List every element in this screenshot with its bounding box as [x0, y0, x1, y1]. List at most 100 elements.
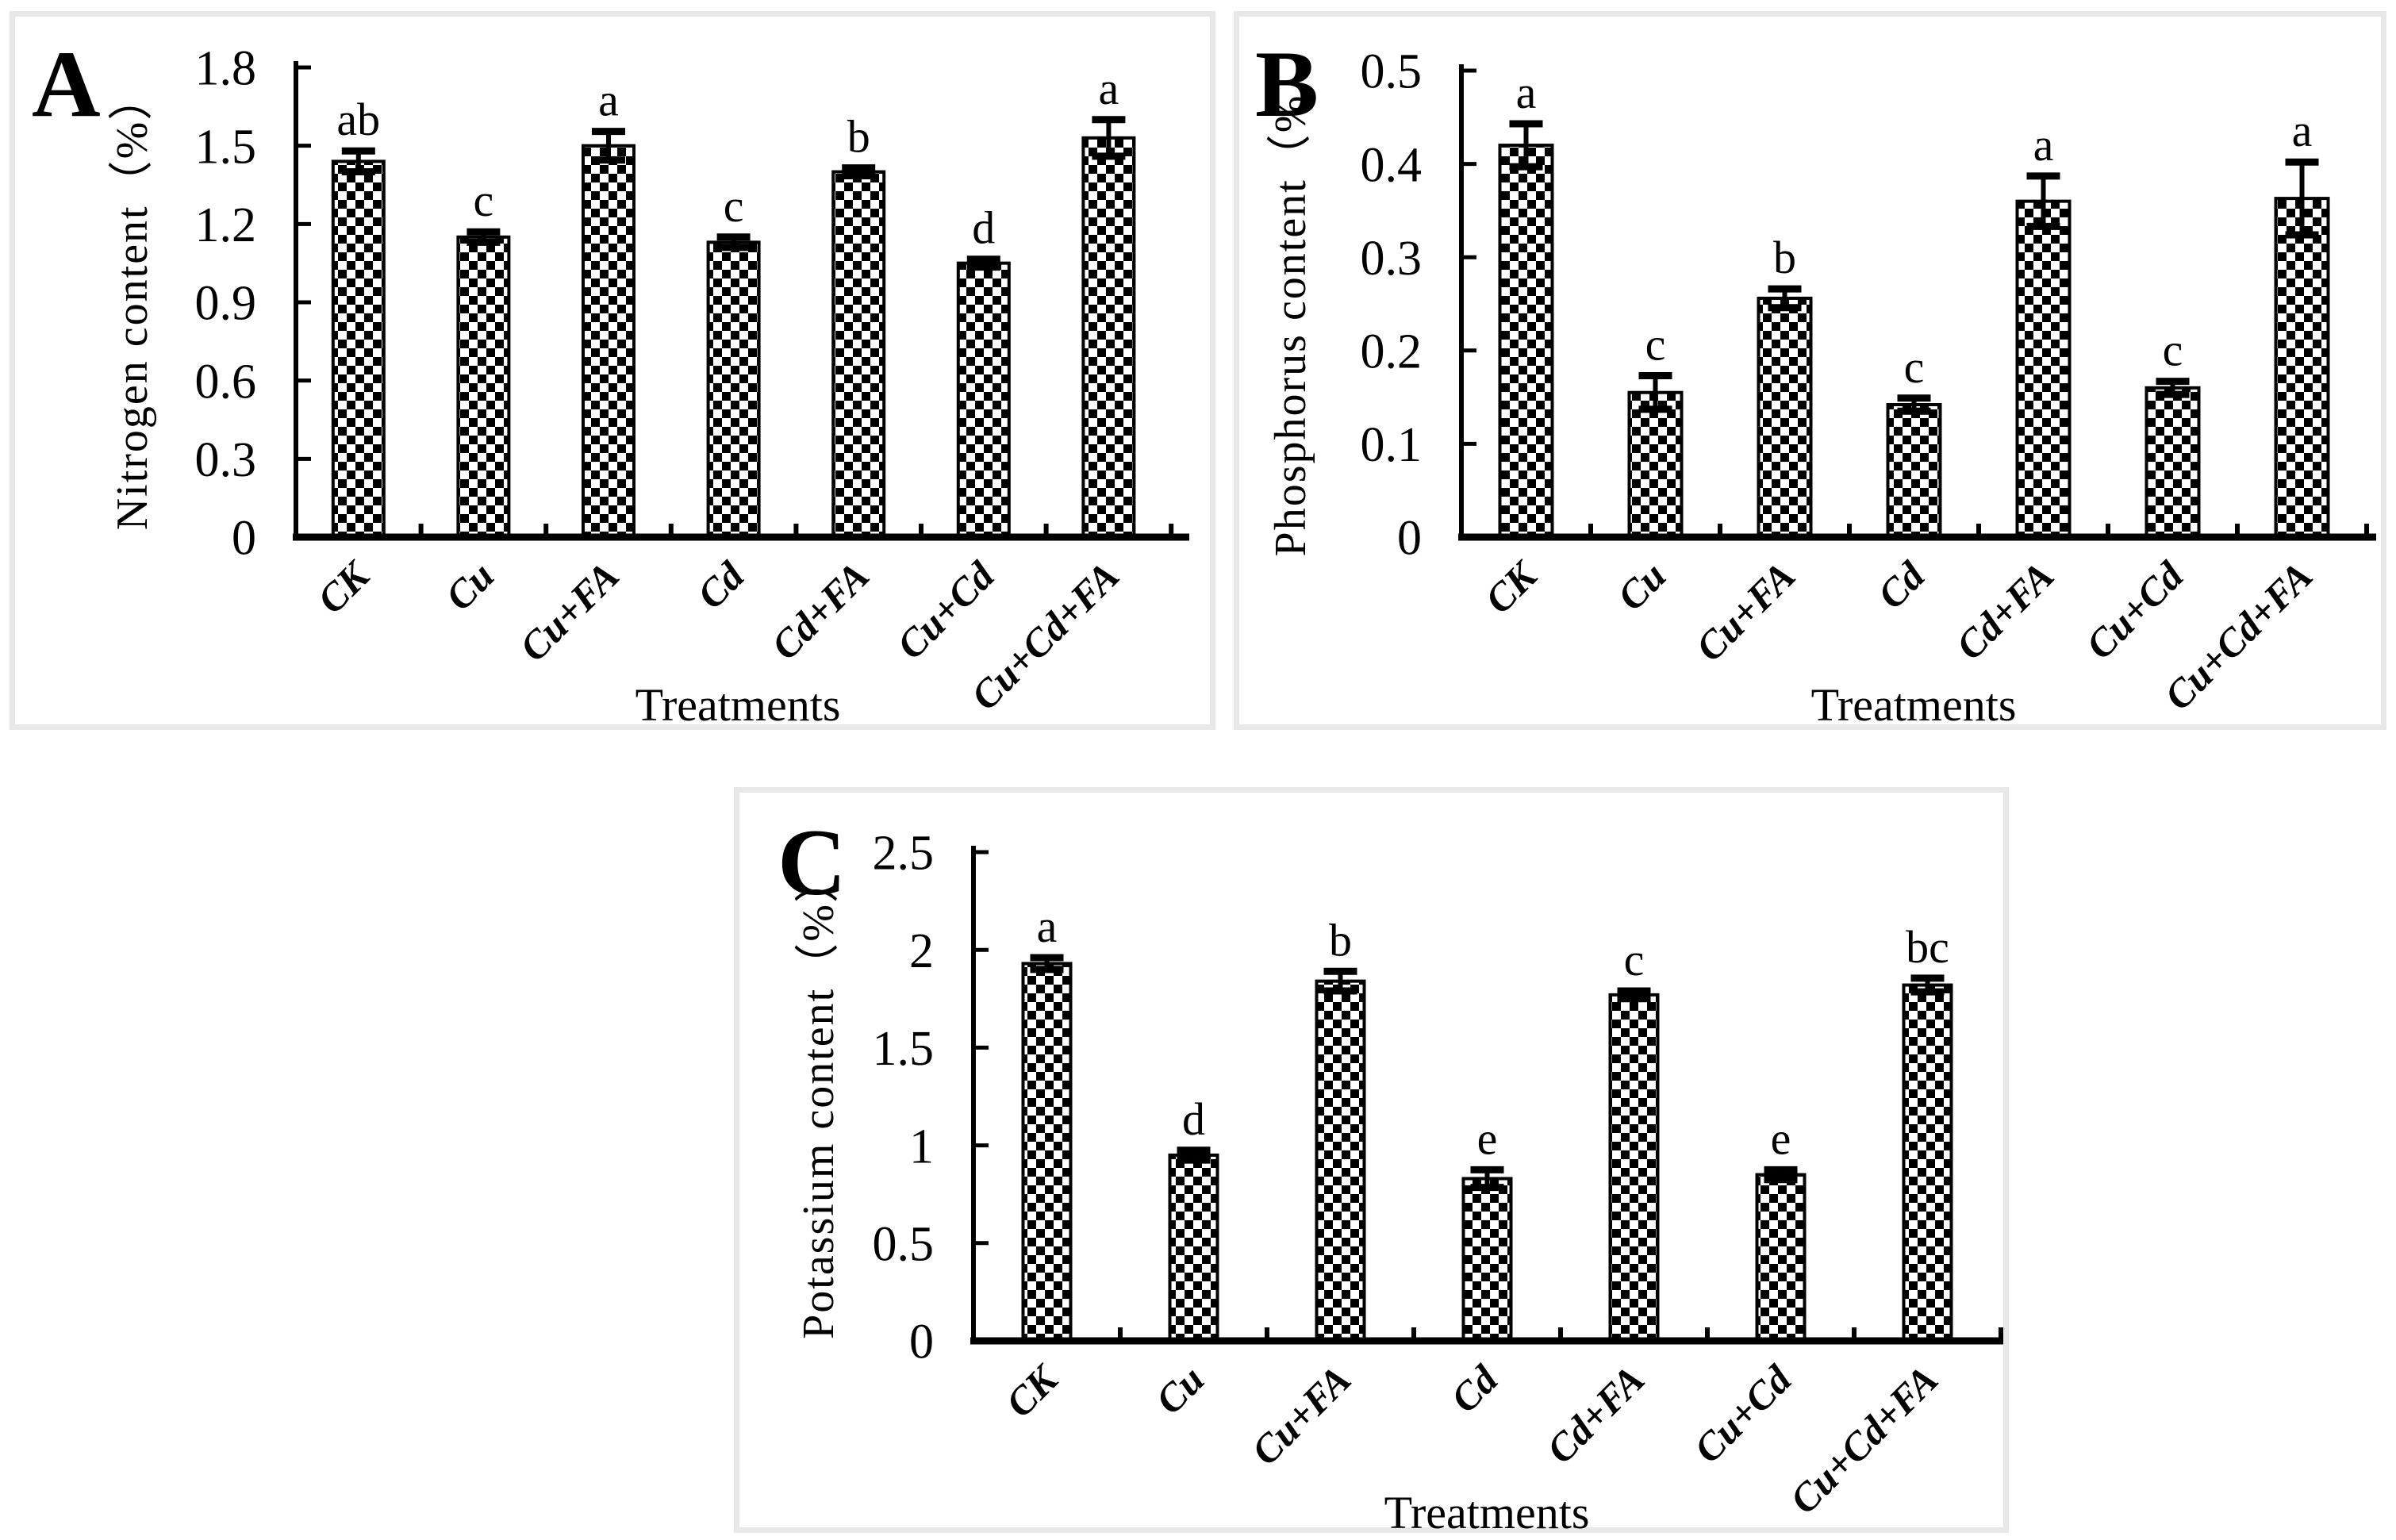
error-bar-Cu+Cd+FA [1910, 974, 1945, 996]
error-bar-Cu [1638, 372, 1672, 413]
panel-letter-b: B [1255, 31, 1319, 136]
nitrogen-bar-chart: abCKcCuaCu+FAcCdbCd+FAdCu+CdaCu+Cd+FA00.… [195, 42, 1189, 719]
sig-letter-Cu+Cd+FA: a [1099, 63, 1119, 114]
sig-letter-Cd: e [1477, 1112, 1498, 1164]
bar-CK [331, 159, 386, 539]
bar-Cu+Cd [1755, 1173, 1807, 1342]
y-tick-label-0.5: 0.5 [873, 1218, 935, 1272]
y-tick-label-0: 0 [909, 1315, 934, 1369]
error-bar-Cd+FA [842, 164, 876, 179]
bar-Cd+FA [1608, 993, 1660, 1342]
y-tick-label-0: 0 [1397, 512, 1422, 566]
y-tick-label-2.5: 2.5 [873, 827, 935, 881]
error-bar-Cd+FA [1617, 987, 1651, 1003]
x-tick-label-Cu+FA: Cu+FA [1687, 553, 1803, 670]
x-tick-label-Cu+Cd: Cu+Cd [888, 552, 1003, 667]
y-tick-label-1: 1 [909, 1119, 934, 1173]
x-tick-label-Cd+FA: Cd+FA [1538, 1357, 1653, 1472]
x-tick-label-Cu+Cd: Cu+Cd [1685, 1356, 1800, 1471]
bar-Cu [1627, 390, 1684, 539]
sig-letter-Cu+Cd+FA: a [2292, 105, 2313, 156]
error-bar-CK [1030, 954, 1064, 974]
bar-CK [1498, 144, 1554, 540]
bar-Cd [706, 240, 761, 539]
potassium-bar-chart: a CK d Cu b Cu+FA e Cd c Cd+FA e Cu+Cd bc Cu+Cd+FA 0 0.… [873, 827, 2003, 1523]
sig-letter-Cd+FA: a [2033, 119, 2054, 171]
y-tick-label-0.6: 0.6 [195, 355, 257, 409]
sig-letter-Cu: c [474, 175, 494, 226]
sig-letter-Cu: c [1645, 319, 1666, 371]
x-tick-label-Cu+Cd: Cu+Cd [2077, 552, 2192, 667]
x-axis-title-treatments-b: Treatments [1810, 679, 2017, 731]
bar-CK [1021, 962, 1073, 1342]
panel-letter-c: C [778, 809, 847, 915]
bar-Cu [456, 235, 511, 539]
bar-Cu+Cd [956, 261, 1011, 539]
bar-Cu+Cd [2144, 386, 2201, 539]
y-tick-label-1.5: 1.5 [873, 1022, 935, 1076]
panel-phosphorus: a CK c Cu b Cu+FA c Cd a Cd+FA c Cu+Cd a Cu+Cd+FA 0 0.1… [1234, 11, 2386, 731]
error-bar-Cu+FA [1768, 285, 1802, 312]
error-bar-Cd [1470, 1166, 1504, 1192]
x-tick-label-Cu+FA: Cu+FA [511, 553, 628, 670]
error-bar-Cd [716, 233, 751, 252]
panel-potassium: a CK d Cu b Cu+FA e Cd c Cd+FA e Cu+Cd bc Cu+Cd+FA 0 0.… [734, 787, 2009, 1538]
y-tick-label-0.3: 0.3 [1361, 232, 1423, 286]
x-tick-label-Cd+FA: Cd+FA [1947, 553, 2062, 668]
y-tick-label-2: 2 [909, 924, 934, 978]
x-tick-label-Cu: Cu [1608, 553, 1674, 619]
sig-letter-CK: a [1516, 67, 1537, 118]
y-tick-label-0: 0 [232, 512, 256, 566]
x-tick-label-Cu+FA: Cu+FA [1242, 1357, 1359, 1473]
y-tick-label-0.2: 0.2 [1361, 325, 1423, 379]
bar-Cu [1168, 1153, 1219, 1343]
x-tick-label-Cd: Cd [1868, 552, 1933, 617]
bar-Cd [1461, 1177, 1513, 1342]
error-bar-CK [341, 147, 375, 176]
y-tick-label-0.3: 0.3 [195, 433, 257, 487]
bar-Cu+FA [1315, 979, 1366, 1342]
sig-letter-CK: ab [336, 94, 380, 145]
y-axis-title-nitrogen: Nitrogen content（%） [108, 74, 157, 531]
error-bar-Cu [1177, 1146, 1211, 1164]
x-axis-title-treatments-c: Treatments [1384, 1487, 1590, 1538]
bar-Cd+FA [2015, 199, 2072, 539]
x-axis-title-treatments-a: Treatments [635, 679, 841, 731]
sig-letter-Cu+FA: a [598, 75, 619, 126]
x-tick-label-Cu: Cu [1146, 1357, 1212, 1423]
y-tick-label-0.9: 0.9 [195, 277, 257, 331]
x-tick-label-CK: CK [997, 1355, 1068, 1426]
error-bar-Cu+Cd [2156, 378, 2190, 398]
x-tick-label-CK: CK [1476, 551, 1547, 622]
x-tick-label-Cu+Cd+FA: Cu+Cd+FA [1781, 1357, 1946, 1522]
error-bar-Cd [1897, 394, 1931, 415]
error-bar-Cu [467, 228, 501, 246]
bar-Cu+FA [582, 144, 635, 540]
error-bar-CK [1509, 120, 1543, 171]
error-bar-Cu+Cd+FA [2285, 158, 2319, 239]
error-bar-Cu+Cd [1764, 1166, 1798, 1184]
x-tick-label-Cu: Cu [436, 553, 502, 619]
y-tick-label-0.5: 0.5 [1361, 45, 1423, 99]
bar-Cu+Cd+FA [2274, 197, 2330, 539]
x-tick-label-Cd: Cd [1442, 1356, 1507, 1421]
sig-letter-Cu+Cd: e [1771, 1112, 1791, 1164]
sig-letter-Cu+Cd: d [972, 202, 995, 254]
sig-letter-Cu+FA: b [1773, 232, 1796, 283]
y-axis-title-potassium: Potassium content（%） [794, 857, 843, 1339]
bar-Cu+FA [1757, 296, 1813, 539]
x-tick-label-CK: CK [309, 551, 379, 622]
sig-letter-Cd+FA: c [1624, 934, 1645, 985]
bar-Cu+Cd+FA [1081, 136, 1136, 540]
sig-letter-Cd+FA: b [847, 111, 870, 163]
error-bar-Cu+FA [592, 128, 625, 164]
bar-Cd+FA [831, 170, 886, 540]
error-bar-Cu+Cd+FA [1092, 116, 1126, 160]
sig-letter-Cd: c [724, 180, 744, 232]
bar-Cu+Cd+FA [1902, 983, 1953, 1342]
y-tick-label-1.2: 1.2 [195, 198, 257, 252]
phosphorus-bar-chart: aCKcCubCu+FAcCdaCd+FAcCu+CdaCu+Cd+FA00.1… [1361, 45, 2376, 719]
sig-letter-Cu: d [1182, 1093, 1205, 1145]
y-tick-label-0.4: 0.4 [1361, 138, 1423, 192]
